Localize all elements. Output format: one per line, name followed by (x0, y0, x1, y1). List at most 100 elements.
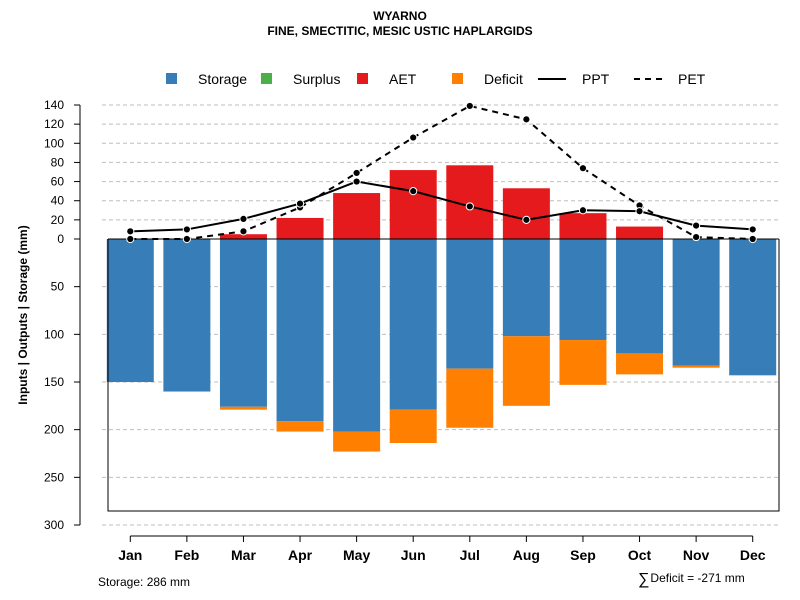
y-tick-label-pos-80: 80 (51, 155, 65, 169)
y-tick-label-pos-100: 100 (44, 136, 64, 150)
x-tick-label-jul: Jul (460, 547, 480, 563)
pet-point-jul (465, 101, 474, 111)
y-tick-label-neg-150: 150 (44, 375, 64, 389)
y-tick-label-neg-300: 300 (44, 518, 64, 532)
deficit-bar-jul (446, 368, 494, 428)
x-tick-label-jan: Jan (118, 547, 142, 563)
pet-point-dec (748, 234, 757, 244)
ppt-point-aug (522, 215, 531, 224)
x-tick-label-jun: Jun (401, 547, 426, 563)
ppt-point-oct (635, 207, 644, 216)
pet-point-jan (126, 234, 135, 244)
legend-swatch-surplus (261, 73, 272, 84)
x-tick-label-mar: Mar (231, 547, 256, 563)
ppt-point-sep (578, 206, 588, 215)
chart-title: WYARNO (373, 9, 427, 23)
aet-bar-apr (276, 217, 324, 239)
storage-bar-feb (163, 239, 211, 392)
y-tick-label-pos-20: 20 (51, 213, 65, 227)
deficit-bar-nov (672, 365, 720, 368)
gridlines (102, 104, 781, 526)
x-tick-label-oct: Oct (628, 547, 652, 563)
pet-point-mar (239, 227, 248, 236)
y-tick-label-neg-250: 250 (44, 470, 64, 484)
legend-swatch-deficit (452, 73, 463, 84)
legend-label-deficit: Deficit (484, 71, 523, 87)
storage-bar-apr (276, 239, 324, 422)
x-tick-label-feb: Feb (174, 547, 199, 563)
storage-frame (107, 239, 780, 512)
pet-point-feb (182, 234, 191, 244)
deficit-total-note: ∑Deficit = -271 mm (638, 571, 745, 589)
sum-symbol: ∑ (638, 571, 650, 588)
ppt-point-jul (465, 202, 474, 211)
legend-swatch-aet (357, 73, 368, 84)
pet-point-jun (409, 133, 418, 142)
ppt-point-mar (239, 214, 248, 223)
y-tick-label-pos-40: 40 (51, 194, 65, 208)
storage-bar-jul (446, 239, 494, 369)
ppt-point-jun (409, 187, 418, 196)
x-tick-label-dec: Dec (740, 547, 766, 563)
y-tick-label-neg-100: 100 (44, 327, 64, 341)
ppt-point-dec (748, 225, 757, 234)
legend-label-pet: PET (678, 71, 706, 87)
storage-bar-aug (502, 239, 550, 337)
series-lines (126, 101, 757, 244)
storage-bar-jun (389, 239, 437, 410)
aet-bar-sep (559, 213, 607, 239)
storage-bar-mar (219, 239, 267, 407)
x-tick-label-apr: Apr (288, 547, 313, 563)
y-tick-label-neg-50: 50 (51, 280, 65, 294)
pet-point-sep (578, 164, 588, 173)
pet-line (130, 104, 753, 240)
legend-swatch-storage (166, 73, 177, 84)
ppt-point-may (352, 177, 361, 186)
y-axis-label: Inputs | Outputs | Storage (mm) (16, 225, 30, 404)
deficit-bar-oct (616, 353, 664, 375)
legend-label-surplus: Surplus (293, 71, 340, 87)
legend-label-ppt: PPT (582, 71, 610, 87)
x-tick-label-may: May (343, 547, 370, 563)
storage-bar-oct (616, 239, 664, 354)
aet-bar-mar (219, 234, 267, 239)
y-tick-label-pos-0: 0 (57, 232, 64, 246)
x-tick-label-nov: Nov (683, 547, 710, 563)
deficit-bar-mar (219, 406, 267, 410)
deficit-bar-sep (559, 340, 607, 385)
legend-label-aet: AET (389, 71, 417, 87)
y-tick-label-pos-140: 140 (44, 98, 64, 112)
storage-bar-sep (559, 239, 607, 341)
ppt-point-jan (126, 227, 135, 236)
storage-bar-nov (672, 239, 720, 366)
storage-bar-dec (729, 239, 777, 376)
pet-point-may (352, 168, 361, 178)
storage-bar-may (333, 239, 381, 432)
x-tick-label-aug: Aug (513, 547, 540, 563)
storage-total-note: Storage: 286 mm (98, 575, 191, 589)
deficit-bar-may (333, 431, 381, 452)
deficit-bar-jun (389, 409, 437, 444)
aet-bar-oct (616, 226, 664, 239)
deficit-bar-aug (502, 336, 550, 406)
ppt-point-nov (692, 221, 701, 230)
axes: 0 20 40 60 80 100 120 140 50 100 150 200 250 300 Input… (16, 98, 766, 563)
pet-point-aug (522, 115, 531, 124)
legend: Storage Surplus AET Deficit PPT PET (166, 71, 706, 87)
ppt-line (130, 180, 753, 233)
x-tick-label-sep: Sep (570, 547, 596, 563)
aet-bar-jun (389, 170, 437, 239)
pet-point-nov (692, 232, 701, 242)
y-tick-label-pos-60: 60 (51, 175, 65, 189)
y-tick-label-neg-200: 200 (44, 423, 64, 437)
aet-bar-may (333, 193, 381, 239)
ppt-point-apr (295, 199, 305, 208)
chart-subtitle: FINE, SMECTITIC, MESIC USTIC HAPLARGIDS (267, 24, 533, 38)
legend-label-storage: Storage (198, 71, 247, 87)
deficit-bar-apr (276, 421, 324, 432)
deficit-total-text: Deficit = -271 mm (650, 571, 745, 585)
storage-bar-jan (106, 239, 154, 382)
bars (106, 165, 777, 452)
ppt-point-feb (182, 225, 191, 234)
